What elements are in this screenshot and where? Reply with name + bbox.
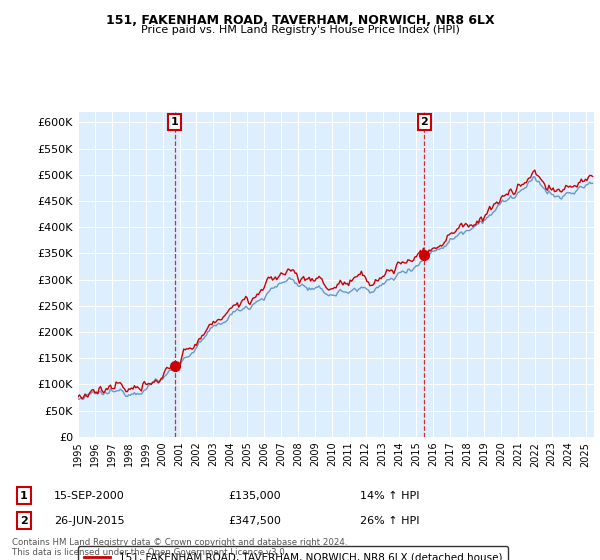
Text: 26-JUN-2015: 26-JUN-2015 (54, 516, 125, 526)
Text: £347,500: £347,500 (228, 516, 281, 526)
Text: 2: 2 (20, 516, 28, 526)
Text: 26% ↑ HPI: 26% ↑ HPI (360, 516, 419, 526)
Legend: 151, FAKENHAM ROAD, TAVERHAM, NORWICH, NR8 6LX (detached house), HPI: Average pr: 151, FAKENHAM ROAD, TAVERHAM, NORWICH, N… (78, 546, 508, 560)
Text: 2: 2 (421, 117, 428, 127)
Text: Contains HM Land Registry data © Crown copyright and database right 2024.
This d: Contains HM Land Registry data © Crown c… (12, 538, 347, 557)
Text: 1: 1 (20, 491, 28, 501)
Text: 15-SEP-2000: 15-SEP-2000 (54, 491, 125, 501)
Text: 151, FAKENHAM ROAD, TAVERHAM, NORWICH, NR8 6LX: 151, FAKENHAM ROAD, TAVERHAM, NORWICH, N… (106, 14, 494, 27)
Text: £135,000: £135,000 (228, 491, 281, 501)
Text: 14% ↑ HPI: 14% ↑ HPI (360, 491, 419, 501)
Text: 1: 1 (171, 117, 178, 127)
Text: Price paid vs. HM Land Registry's House Price Index (HPI): Price paid vs. HM Land Registry's House … (140, 25, 460, 35)
